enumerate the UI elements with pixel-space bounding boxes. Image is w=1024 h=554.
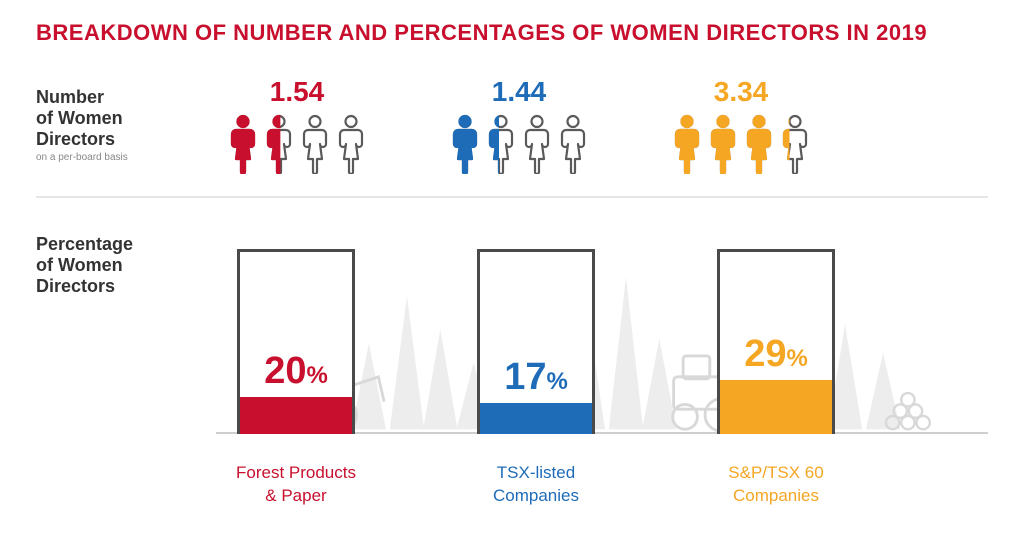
group-value: 1.54	[270, 76, 325, 108]
woman-icon	[706, 114, 740, 174]
label-text: of Women	[36, 255, 226, 276]
bar-fill	[720, 380, 832, 434]
label-subtext: on a per-board basis	[36, 152, 226, 163]
label-text: of Women	[36, 108, 226, 129]
number-of-women-row: Number of Women Directors on a per-board…	[36, 76, 988, 174]
bar-labels-row: Forest Products& Paper TSX-listedCompanie…	[36, 448, 988, 508]
person-icons	[670, 114, 812, 174]
label-text: Percentage	[36, 234, 226, 255]
percentage-row-label: Percentage of Women Directors	[36, 224, 226, 297]
bar-outline: 17%	[477, 249, 595, 434]
bar-forest: 20%	[226, 249, 366, 434]
number-group-tsx: 1.44	[448, 76, 590, 174]
bar-percent-label: 17%	[480, 356, 592, 399]
bar-tsx: 17%	[466, 249, 606, 434]
bar-outline: 20%	[237, 249, 355, 434]
woman-icon	[556, 114, 590, 174]
label-text: Directors	[36, 276, 226, 297]
bar-category-label: Forest Products& Paper	[226, 462, 366, 508]
woman-icon	[298, 114, 332, 174]
person-icons	[448, 114, 590, 174]
number-group-forest: 1.54	[226, 76, 368, 174]
bars-area: 20% 17% 29%	[226, 224, 988, 434]
label-text: Number	[36, 87, 226, 108]
percentage-row: Percentage of Women Directors 20% 17% 29%	[36, 224, 988, 434]
bar-sp60: 29%	[706, 249, 846, 434]
number-groups: 1.54 1.44	[226, 76, 988, 174]
label-text: Directors	[36, 129, 226, 150]
woman-icon	[262, 114, 296, 174]
bar-category-label: S&P/TSX 60Companies	[706, 462, 846, 508]
bar-category-label: TSX-listedCompanies	[466, 462, 606, 508]
bar-labels: Forest Products& Paper TSX-listedCompanie…	[226, 448, 988, 508]
bar-percent-label: 29%	[720, 333, 832, 376]
person-icons	[226, 114, 368, 174]
number-group-sp60: 3.34	[670, 76, 812, 174]
bar-percent-label: 20%	[240, 350, 352, 393]
woman-icon	[226, 114, 260, 174]
woman-icon	[778, 114, 812, 174]
bar-fill	[480, 403, 592, 434]
group-value: 1.44	[492, 76, 547, 108]
bar-fill	[240, 397, 352, 434]
woman-icon	[742, 114, 776, 174]
group-value: 3.34	[714, 76, 769, 108]
woman-icon	[484, 114, 518, 174]
page-title: BREAKDOWN OF NUMBER AND PERCENTAGES OF W…	[36, 20, 988, 46]
woman-icon	[448, 114, 482, 174]
woman-icon	[670, 114, 704, 174]
bar-outline: 29%	[717, 249, 835, 434]
woman-icon	[520, 114, 554, 174]
section-divider	[36, 196, 988, 198]
woman-icon	[334, 114, 368, 174]
number-row-label: Number of Women Directors on a per-board…	[36, 87, 226, 163]
